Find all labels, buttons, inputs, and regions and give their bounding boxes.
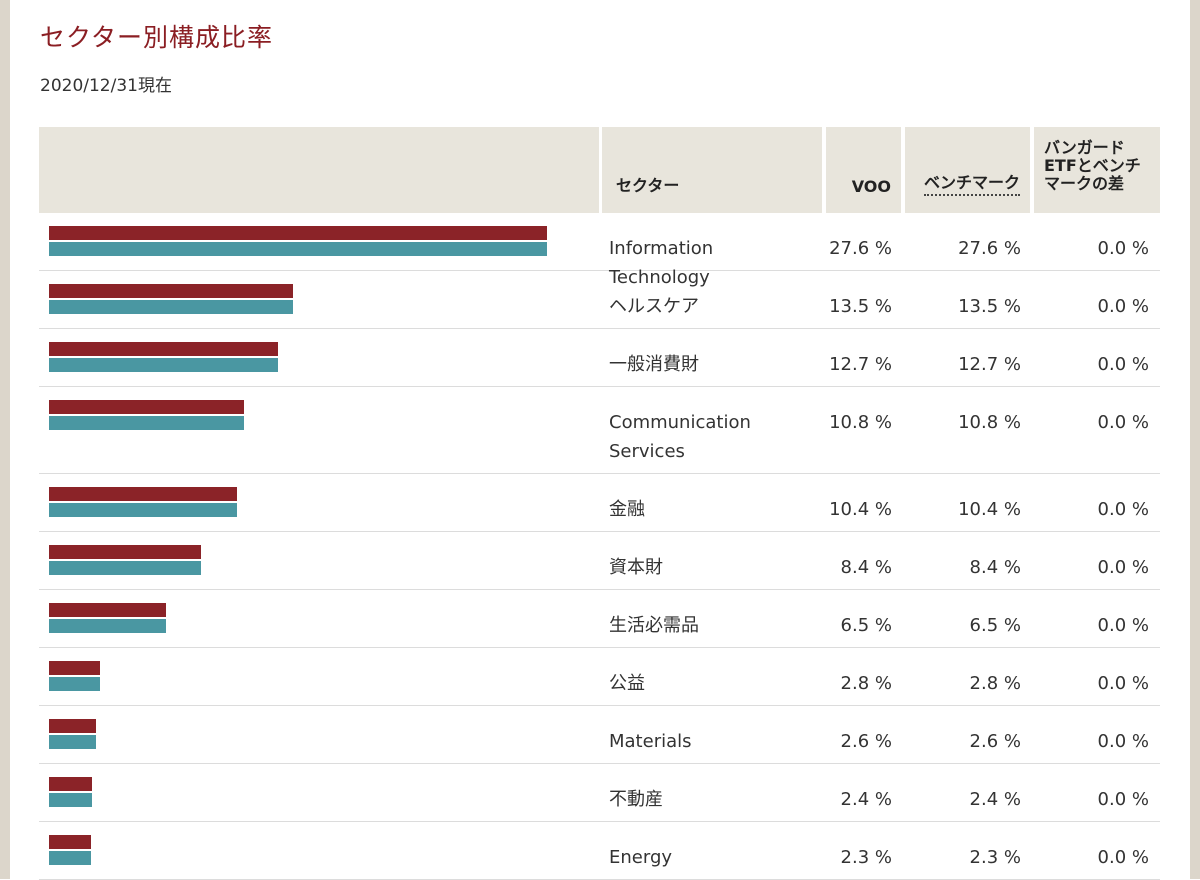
- table-row: 資本財 8.4 % 8.4 % 0.0 %: [39, 532, 1160, 590]
- page-title: セクター別構成比率: [40, 23, 274, 52]
- difference-value: 0.0 %: [1097, 731, 1149, 752]
- bar-voo: [49, 226, 547, 240]
- difference-value: 0.0 %: [1097, 412, 1149, 433]
- bar-voo: [49, 603, 167, 617]
- bar-benchmark: [49, 242, 547, 256]
- difference-value: 0.0 %: [1097, 847, 1149, 868]
- sector-name: 資本財: [609, 557, 663, 578]
- header-voo: VOO: [826, 127, 901, 213]
- table-row: Materials 2.6 % 2.6 % 0.0 %: [39, 706, 1160, 764]
- table-row: 一般消費財 12.7 % 12.7 % 0.0 %: [39, 329, 1160, 387]
- benchmark-weight: 10.8 %: [958, 412, 1021, 433]
- sector-name: 一般消費財: [609, 354, 699, 375]
- bar-voo: [49, 777, 93, 791]
- bar-voo: [49, 545, 201, 559]
- bar-benchmark: [49, 735, 96, 749]
- voo-weight: 2.8 %: [840, 673, 892, 694]
- bar-benchmark: [49, 416, 244, 430]
- table-row: ヘルスケア 13.5 % 13.5 % 0.0 %: [39, 271, 1160, 329]
- page-edge-left: [0, 0, 10, 879]
- benchmark-weight: 2.3 %: [969, 847, 1021, 868]
- benchmark-weight: 27.6 %: [958, 238, 1021, 259]
- sector-name: Information Technology: [609, 238, 714, 288]
- bar-benchmark: [49, 793, 93, 807]
- table-row: 金融 10.4 % 10.4 % 0.0 %: [39, 474, 1160, 532]
- sector-name: 金融: [609, 499, 645, 520]
- table-row: 生活必需品 6.5 % 6.5 % 0.0 %: [39, 590, 1160, 648]
- header-sector-label: セクター: [616, 176, 680, 195]
- header-bar-column: [39, 127, 599, 213]
- sector-name: Energy: [609, 847, 673, 868]
- bar-benchmark: [49, 619, 167, 633]
- voo-weight: 10.4 %: [829, 499, 892, 520]
- table-row: Energy 2.3 % 2.3 % 0.0 %: [39, 822, 1160, 880]
- benchmark-weight: 13.5 %: [958, 296, 1021, 317]
- benchmark-weight: 6.5 %: [969, 615, 1021, 636]
- table-row: Information Technology 27.6 % 27.6 % 0.0 %: [39, 213, 1160, 288]
- difference-value: 0.0 %: [1097, 238, 1149, 259]
- bar-voo: [49, 719, 96, 733]
- bar-voo: [49, 284, 293, 298]
- bar-voo: [49, 400, 244, 414]
- header-difference: バンガードETFとベンチマークの差: [1034, 127, 1160, 213]
- voo-weight: 2.6 %: [840, 731, 892, 752]
- table-row: 不動産 2.4 % 2.4 % 0.0 %: [39, 764, 1160, 822]
- difference-value: 0.0 %: [1097, 499, 1149, 520]
- difference-value: 0.0 %: [1097, 557, 1149, 578]
- difference-value: 0.0 %: [1097, 296, 1149, 317]
- benchmark-weight: 8.4 %: [969, 557, 1021, 578]
- bar-voo: [49, 342, 279, 356]
- voo-weight: 2.3 %: [840, 847, 892, 868]
- voo-weight: 13.5 %: [829, 296, 892, 317]
- sector-name: ヘルスケア: [609, 296, 699, 317]
- bar-benchmark: [49, 851, 91, 865]
- bar-benchmark: [49, 677, 100, 691]
- bar-voo: [49, 487, 237, 501]
- sector-name: 公益: [609, 673, 645, 694]
- table-header: セクター VOO ベンチマーク バンガードETFとベンチマークの差: [39, 127, 1160, 213]
- sector-name: Materials: [609, 731, 692, 752]
- benchmark-weight: 2.4 %: [969, 789, 1021, 810]
- voo-weight: 12.7 %: [829, 354, 892, 375]
- voo-weight: 27.6 %: [829, 238, 892, 259]
- difference-value: 0.0 %: [1097, 789, 1149, 810]
- table-row: 公益 2.8 % 2.8 % 0.0 %: [39, 648, 1160, 706]
- benchmark-weight: 2.8 %: [969, 673, 1021, 694]
- header-difference-label: バンガードETFとベンチマークの差: [1044, 138, 1141, 193]
- bar-benchmark: [49, 300, 293, 314]
- voo-weight: 6.5 %: [840, 615, 892, 636]
- voo-weight: 10.8 %: [829, 412, 892, 433]
- benchmark-weight: 10.4 %: [958, 499, 1021, 520]
- sector-name: 生活必需品: [609, 615, 699, 636]
- table-row: Communication Services 10.8 % 10.8 % 0.0 %: [39, 387, 1160, 474]
- bar-benchmark: [49, 358, 279, 372]
- voo-weight: 8.4 %: [840, 557, 892, 578]
- header-benchmark[interactable]: ベンチマーク: [905, 127, 1030, 213]
- bar-benchmark: [49, 503, 237, 517]
- as-of-date: 2020/12/31現在: [40, 76, 172, 96]
- bar-voo: [49, 835, 91, 849]
- header-voo-label: VOO: [851, 177, 891, 196]
- header-benchmark-label[interactable]: ベンチマーク: [923, 169, 1020, 196]
- header-sector: セクター: [602, 127, 822, 213]
- benchmark-weight: 12.7 %: [958, 354, 1021, 375]
- difference-value: 0.0 %: [1097, 673, 1149, 694]
- difference-value: 0.0 %: [1097, 354, 1149, 375]
- bar-voo: [49, 661, 100, 675]
- sector-name: 不動産: [609, 789, 663, 810]
- sector-name: Communication Services: [609, 412, 751, 462]
- difference-value: 0.0 %: [1097, 615, 1149, 636]
- page-edge-right: [1190, 0, 1200, 879]
- bar-benchmark: [49, 561, 201, 575]
- voo-weight: 2.4 %: [840, 789, 892, 810]
- benchmark-weight: 2.6 %: [969, 731, 1021, 752]
